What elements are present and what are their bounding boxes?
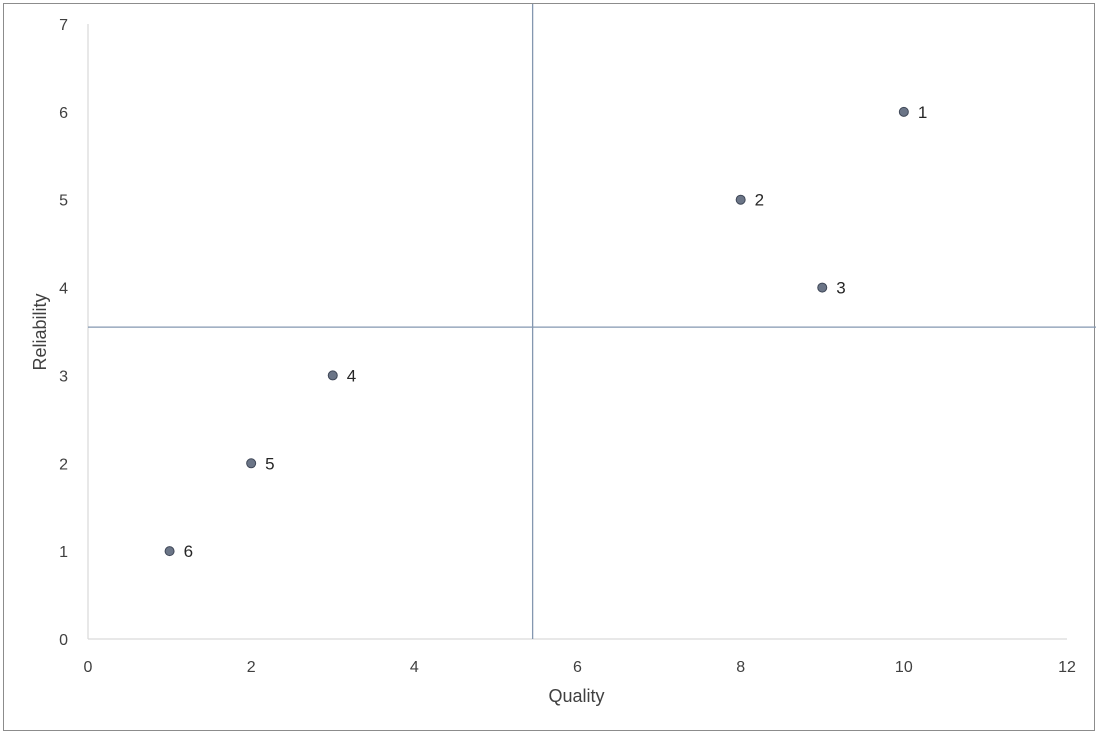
point-label: 1 xyxy=(918,103,927,122)
x-tick-label: 0 xyxy=(84,659,93,676)
point-label: 6 xyxy=(184,542,193,561)
y-axis-title: Reliability xyxy=(30,293,50,370)
x-tick-label: 8 xyxy=(736,659,745,676)
reference-lines xyxy=(88,4,1096,639)
x-axis-title: Quality xyxy=(548,686,604,706)
data-point: 1 xyxy=(898,103,927,122)
x-tick-label: 10 xyxy=(895,659,913,676)
y-tick-label: 3 xyxy=(59,368,68,385)
point-label: 5 xyxy=(265,454,274,473)
data-point: 5 xyxy=(246,454,275,473)
point-marker xyxy=(246,458,257,469)
y-tick-label: 2 xyxy=(59,456,68,473)
y-tick-label: 1 xyxy=(59,544,68,561)
point-marker xyxy=(898,106,909,117)
data-point: 6 xyxy=(164,542,193,561)
data-point: 2 xyxy=(735,191,764,210)
point-marker xyxy=(817,282,828,293)
x-tick-label: 4 xyxy=(410,659,419,676)
axes xyxy=(87,24,1067,640)
data-points: 1 2 3 4 5 6 xyxy=(164,103,927,561)
y-tick-label: 4 xyxy=(59,281,68,298)
y-tick-label: 6 xyxy=(59,105,68,122)
y-tick-label: 7 xyxy=(59,17,68,34)
point-marker xyxy=(735,194,746,205)
y-tick-label: 5 xyxy=(59,193,68,210)
chart-frame xyxy=(3,3,1095,731)
point-label: 4 xyxy=(347,366,356,385)
data-point: 4 xyxy=(327,366,356,385)
x-tick-label: 6 xyxy=(573,659,582,676)
point-label: 3 xyxy=(836,279,845,298)
x-tick-label: 12 xyxy=(1058,659,1076,676)
point-label: 2 xyxy=(755,191,764,210)
x-tick-label: 2 xyxy=(247,659,256,676)
y-tick-label: 0 xyxy=(59,632,68,649)
data-point: 3 xyxy=(817,279,846,298)
point-marker xyxy=(164,546,175,557)
point-marker xyxy=(327,370,338,381)
